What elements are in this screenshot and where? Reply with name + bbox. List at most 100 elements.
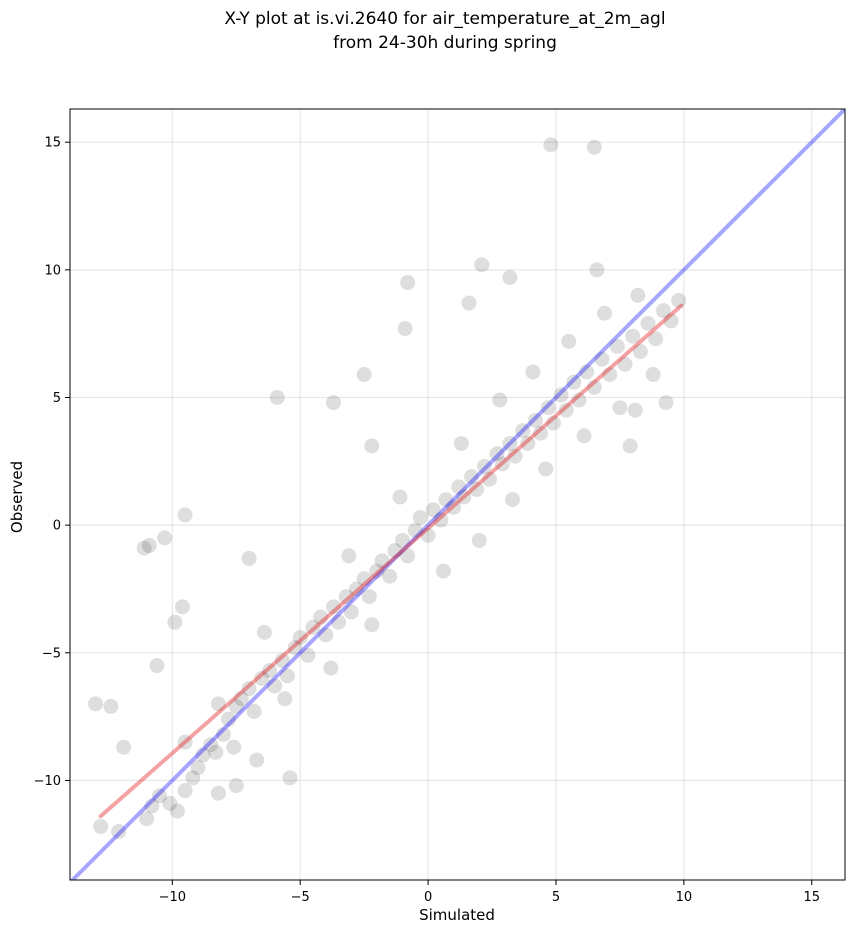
observation-point (528, 412, 544, 428)
observation-point (446, 499, 462, 515)
observation-point (594, 351, 610, 367)
observation-point (162, 795, 178, 811)
observation-point (397, 321, 413, 337)
x-axis-label: Simulated (419, 906, 495, 924)
observation-point (228, 698, 244, 714)
observation-point (149, 658, 165, 674)
observation-point (88, 696, 104, 712)
chart-title-line-1: X-Y plot at is.vi.2640 for air_temperatu… (224, 9, 665, 29)
observation-point (451, 479, 467, 495)
regression-fit-line (98, 303, 684, 819)
observation-point (228, 778, 244, 794)
observation-point (489, 446, 505, 462)
observation-point (627, 402, 643, 418)
observation-point (233, 691, 249, 707)
observation-point (331, 614, 347, 630)
observation-point (469, 481, 485, 497)
identity-line (70, 109, 845, 880)
observation-point (658, 395, 674, 411)
plot-content (70, 109, 845, 880)
observation-point (152, 788, 168, 804)
observation-point (226, 739, 242, 755)
y-tick-label: −10 (34, 774, 61, 789)
observation-point (543, 137, 559, 153)
observation-point (249, 752, 265, 768)
observation-point (325, 395, 341, 411)
observation-point (617, 356, 633, 372)
observation-point (435, 563, 451, 579)
observation-point (576, 428, 592, 444)
observation-point (356, 571, 372, 587)
observation-point (141, 538, 157, 554)
observation-point (323, 660, 339, 676)
observation-point (254, 670, 270, 686)
observation-point (221, 711, 237, 727)
observation-point (313, 609, 329, 625)
observation-point (338, 589, 354, 605)
x-tick-label: 10 (676, 890, 693, 905)
observation-point (671, 292, 687, 308)
observation-point (640, 315, 656, 331)
observation-point (645, 367, 661, 383)
observation-point (520, 435, 536, 451)
observation-point (369, 563, 385, 579)
observation-point (256, 624, 272, 640)
observation-point (348, 581, 364, 597)
observation-point (203, 737, 219, 753)
observation-point (395, 532, 411, 548)
observation-point (492, 392, 508, 408)
observation-point (144, 798, 160, 814)
observation-point (571, 392, 587, 408)
observation-point (356, 367, 372, 383)
observation-point (325, 599, 341, 615)
observation-point (433, 512, 449, 528)
observation-point (425, 502, 441, 518)
observation-point (382, 568, 398, 584)
observation-point (602, 367, 618, 383)
plot-area: −10 −5 0 5 10 15 −10 −5 0 5 10 15 (34, 108, 846, 905)
observation-point (464, 469, 480, 485)
observation-point (438, 492, 454, 508)
observation-point (157, 530, 173, 546)
observation-point (279, 668, 295, 684)
observation-point (185, 770, 201, 786)
observation-point (553, 387, 569, 403)
observation-point (566, 374, 582, 390)
observation-point (364, 438, 380, 454)
y-tick-label: 10 (44, 263, 61, 278)
observation-point (558, 402, 574, 418)
observation-point (494, 456, 510, 472)
observation-point (648, 331, 664, 347)
y-axis-label: Observed (8, 461, 26, 533)
x-tick-label: 5 (552, 890, 560, 905)
observation-point (481, 471, 497, 487)
observation-point (167, 614, 183, 630)
observation-point (208, 744, 224, 760)
observation-point (318, 627, 334, 643)
observation-point (343, 604, 359, 620)
x-tick-label: −10 (159, 890, 186, 905)
observation-point (277, 691, 293, 707)
observation-point (456, 489, 472, 505)
observation-point (364, 617, 380, 633)
observation-point (507, 448, 523, 464)
observation-point (177, 783, 193, 799)
observation-point (412, 509, 428, 525)
observation-point (246, 704, 262, 720)
x-tick-label: 0 (424, 890, 432, 905)
observation-point (476, 458, 492, 474)
observation-point (111, 823, 127, 839)
observation-point (361, 589, 377, 605)
observation-point (400, 548, 416, 564)
observation-point (241, 550, 257, 566)
observation-point (139, 811, 155, 827)
y-tick-label: −5 (42, 646, 61, 661)
observation-point (387, 543, 403, 559)
observation-point (392, 489, 408, 505)
observation-point (292, 629, 308, 645)
observation-point (597, 305, 613, 321)
observation-point (453, 435, 469, 451)
observation-point (215, 726, 231, 742)
